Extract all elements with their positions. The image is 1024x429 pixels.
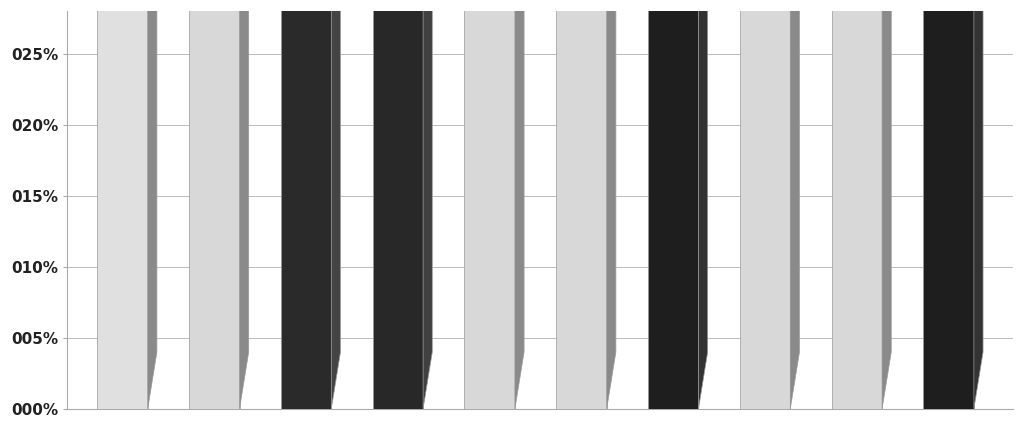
Polygon shape — [465, 0, 515, 409]
Polygon shape — [556, 0, 606, 409]
Polygon shape — [924, 0, 974, 409]
Polygon shape — [281, 0, 332, 409]
Polygon shape — [240, 0, 249, 409]
Polygon shape — [791, 0, 800, 409]
Polygon shape — [189, 0, 240, 409]
Polygon shape — [831, 0, 882, 409]
Polygon shape — [648, 0, 698, 409]
Polygon shape — [739, 0, 791, 409]
Polygon shape — [332, 0, 341, 409]
Polygon shape — [147, 0, 157, 409]
Polygon shape — [97, 0, 147, 409]
Polygon shape — [373, 0, 423, 409]
Polygon shape — [515, 0, 524, 409]
Polygon shape — [698, 0, 708, 409]
Polygon shape — [974, 0, 983, 409]
Polygon shape — [423, 0, 432, 409]
Polygon shape — [606, 0, 615, 409]
Polygon shape — [882, 0, 891, 409]
